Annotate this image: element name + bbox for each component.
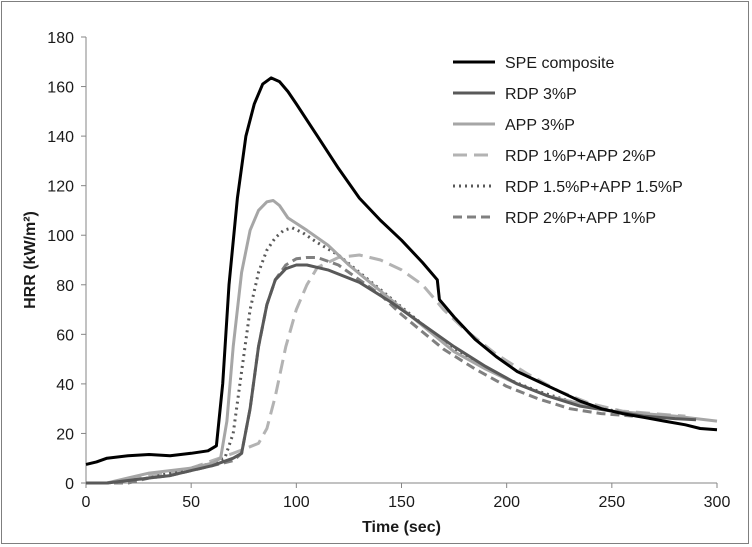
x-tick-label: 200	[493, 494, 520, 511]
legend-label-0: SPE composite	[505, 55, 614, 72]
legend-label-5: RDP 2%P+APP 1%P	[505, 210, 656, 227]
series-layer	[85, 76, 718, 485]
x-tick-label: 0	[82, 494, 91, 511]
legend-label-3: RDP 1%P+APP 2%P	[505, 148, 656, 165]
legend-label-2: APP 3%P	[505, 117, 575, 134]
x-tick-label: 250	[598, 494, 625, 511]
y-tick-label: 40	[56, 377, 74, 394]
y-tick-label: 60	[56, 327, 74, 344]
y-tick-label: 140	[47, 129, 74, 146]
legend: SPE composite RDP 3%P APP 3%P RDP 1%P+APP 2…	[453, 55, 683, 227]
y-tick-label: 180	[47, 30, 74, 47]
y-axis-title: HRR (kW/m²)	[22, 211, 39, 309]
legend-label-4: RDP 1.5%P+APP 1.5%P	[505, 179, 683, 196]
x-tick-label: 150	[388, 494, 415, 511]
y-tick-label: 0	[65, 476, 74, 493]
x-tick-label: 100	[283, 494, 310, 511]
axes: 0 20 40 60 80 100 120 140 160 180 0 50 100 150 200 250 3…	[47, 30, 730, 511]
series-line-3	[86, 253, 686, 485]
x-axis-title: Time (sec)	[362, 519, 441, 536]
series-line-0	[85, 76, 718, 466]
series-line-5	[86, 256, 634, 485]
y-tick-label: 120	[47, 179, 74, 196]
y-tick-label: 160	[47, 80, 74, 97]
series-line-2	[86, 199, 718, 485]
y-tick-label: 100	[47, 228, 74, 245]
x-tick-label: 300	[704, 494, 731, 511]
x-tick-label: 50	[182, 494, 200, 511]
legend-label-1: RDP 3%P	[505, 86, 577, 103]
series-line-1	[86, 263, 697, 485]
y-tick-label: 80	[56, 278, 74, 295]
y-tick-label: 20	[56, 426, 74, 443]
